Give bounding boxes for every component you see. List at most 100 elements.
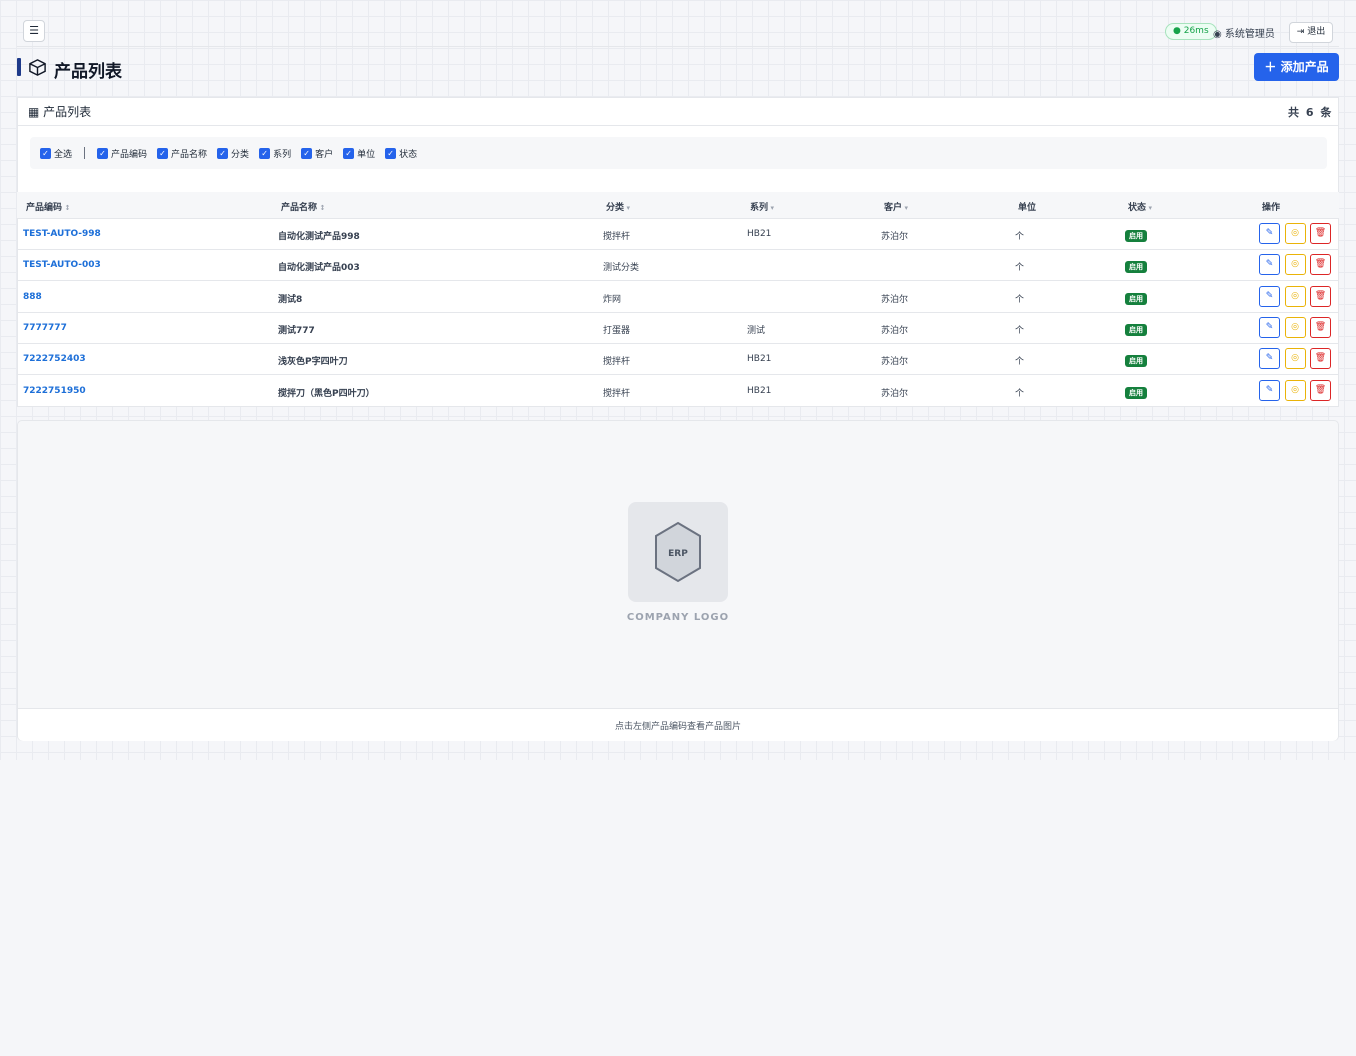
status-badge: 启用	[1125, 323, 1147, 336]
product-code-link[interactable]: 7222751950	[23, 385, 86, 396]
checkbox[interactable]: ✓	[217, 147, 229, 159]
toggle-button[interactable]: ◎	[1284, 285, 1306, 307]
table-cell: 个	[1015, 232, 1025, 242]
table-row	[17, 313, 1339, 344]
title-bar	[17, 58, 21, 76]
table-cell: 苏泊尔	[881, 357, 909, 368]
edit-button[interactable]: ✎	[1259, 379, 1280, 401]
column-header[interactable]: 产品名称 ↕	[281, 200, 325, 213]
card-title-text: 产品列表	[43, 105, 92, 119]
column-toggle[interactable]: ✓ 系列	[259, 147, 291, 160]
logo-text: COMPANY LOGO	[626, 612, 730, 623]
checkbox[interactable]: ✓	[385, 147, 397, 159]
column-toggle[interactable]: ✓ 全选	[40, 147, 72, 160]
edit-button[interactable]: ✎	[1259, 254, 1280, 276]
edit-button[interactable]: ✎	[1259, 316, 1280, 338]
toggle-label: 状态	[399, 149, 418, 160]
table-cell: 测试	[747, 325, 766, 336]
header-label: 分类	[606, 203, 625, 213]
logo-mark: ERP	[668, 549, 688, 559]
column-toggle[interactable]: ✓ 分类	[217, 147, 249, 160]
product-code-link[interactable]: 7222752403	[23, 354, 86, 365]
toggle-button[interactable]: ◎	[1284, 254, 1306, 276]
toggle-label: 系列	[273, 149, 292, 160]
latency-badge: ● 26ms	[1165, 23, 1217, 40]
column-header[interactable]: 系列 ▾	[750, 200, 774, 213]
product-code-link[interactable]: TEST-AUTO-998	[23, 229, 101, 239]
logout-button[interactable]: ⇥ 退出	[1289, 22, 1333, 43]
toggle-button[interactable]: ◎	[1284, 379, 1306, 401]
delete-button[interactable]: 🗑	[1310, 223, 1331, 244]
table-cell: 个	[1015, 357, 1025, 368]
delete-button[interactable]: 🗑	[1310, 254, 1331, 276]
delete-button[interactable]: 🗑	[1310, 316, 1331, 338]
header-label: 产品编码	[26, 203, 63, 213]
sort-icon: ↕	[317, 204, 326, 212]
table-cell: 个	[1015, 325, 1025, 336]
table-cell: 个	[1015, 294, 1025, 305]
separator	[84, 147, 86, 159]
table-cell: HB21	[747, 385, 772, 396]
table-cell: HB21	[747, 229, 772, 239]
record-count: 共 6 条	[1288, 106, 1332, 119]
table-cell: HB21	[747, 354, 772, 365]
table-cell: 搅拌杆	[603, 388, 631, 399]
delete-button[interactable]: 🗑	[1310, 379, 1331, 401]
column-header[interactable]: 客户 ▾	[884, 200, 908, 213]
edit-button[interactable]: ✎	[1259, 348, 1280, 370]
add-label: 添加产品	[1280, 60, 1329, 74]
table-cell: 打蛋器	[603, 325, 631, 336]
table-cell: 搅拌杆	[603, 357, 631, 368]
edit-button[interactable]: ✎	[1259, 285, 1280, 307]
divider	[17, 46, 1339, 47]
product-code-link[interactable]: 7777777	[23, 322, 67, 333]
sort-icon: ▾	[624, 204, 630, 212]
product-code-link[interactable]: 888	[23, 291, 42, 302]
column-header[interactable]: 分类 ▾	[606, 200, 630, 213]
page-title: 产品列表	[54, 62, 122, 82]
column-toggle[interactable]: ✓ 产品名称	[157, 147, 207, 160]
menu-button[interactable]: ☰	[23, 20, 45, 42]
table-cell: 自动化测试产品998	[278, 232, 360, 242]
status-badge: 启用	[1125, 230, 1147, 242]
column-header[interactable]: 产品编码 ↕	[26, 200, 70, 213]
checkbox[interactable]: ✓	[97, 147, 109, 159]
sort-icon: ▾	[902, 204, 908, 212]
table-cell: 个	[1015, 263, 1025, 274]
column-toggle[interactable]: ✓ 状态	[385, 147, 417, 160]
header-label: 单位	[1018, 203, 1037, 213]
toggle-button[interactable]: ◎	[1284, 348, 1306, 370]
product-code-link[interactable]: TEST-AUTO-003	[23, 260, 101, 271]
checkbox[interactable]: ✓	[40, 147, 51, 159]
header-label: 状态	[1128, 203, 1147, 213]
delete-button[interactable]: 🗑	[1310, 348, 1331, 370]
table-header	[17, 192, 1339, 219]
edit-button[interactable]: ✎	[1259, 223, 1280, 244]
card-title: ▦ 产品列表	[28, 105, 92, 119]
table-row	[17, 376, 1339, 407]
toggle-button[interactable]: ◎	[1284, 316, 1306, 338]
add-button[interactable]: ＋ 添加产品	[1254, 53, 1339, 81]
checkbox[interactable]: ✓	[343, 147, 355, 159]
sort-icon: ▾	[1146, 204, 1152, 212]
table-cell: 浅灰色P字四叶刀	[278, 357, 348, 368]
checkbox[interactable]: ✓	[157, 147, 169, 159]
checkbox[interactable]: ✓	[301, 147, 313, 159]
column-header[interactable]: 状态 ▾	[1128, 200, 1152, 213]
table-cell: 个	[1015, 388, 1025, 399]
toggle-button[interactable]: ◎	[1284, 223, 1306, 244]
status-badge: 启用	[1125, 355, 1147, 368]
table-cell: 自动化测试产品003	[278, 263, 360, 274]
checkbox[interactable]: ✓	[259, 147, 271, 159]
user[interactable]: ◉ 系统管理员	[1213, 29, 1275, 40]
column-header: 单位	[1018, 200, 1036, 213]
column-toggle[interactable]: ✓ 客户	[301, 147, 333, 160]
column-toggle[interactable]: ✓ 产品编码	[97, 147, 147, 160]
column-toggle[interactable]: ✓ 单位	[343, 147, 375, 160]
table-row	[17, 219, 1339, 250]
sort-icon: ▾	[768, 204, 774, 212]
status-badge: 启用	[1125, 261, 1147, 274]
delete-button[interactable]: 🗑	[1310, 285, 1331, 307]
divider	[17, 125, 1339, 126]
